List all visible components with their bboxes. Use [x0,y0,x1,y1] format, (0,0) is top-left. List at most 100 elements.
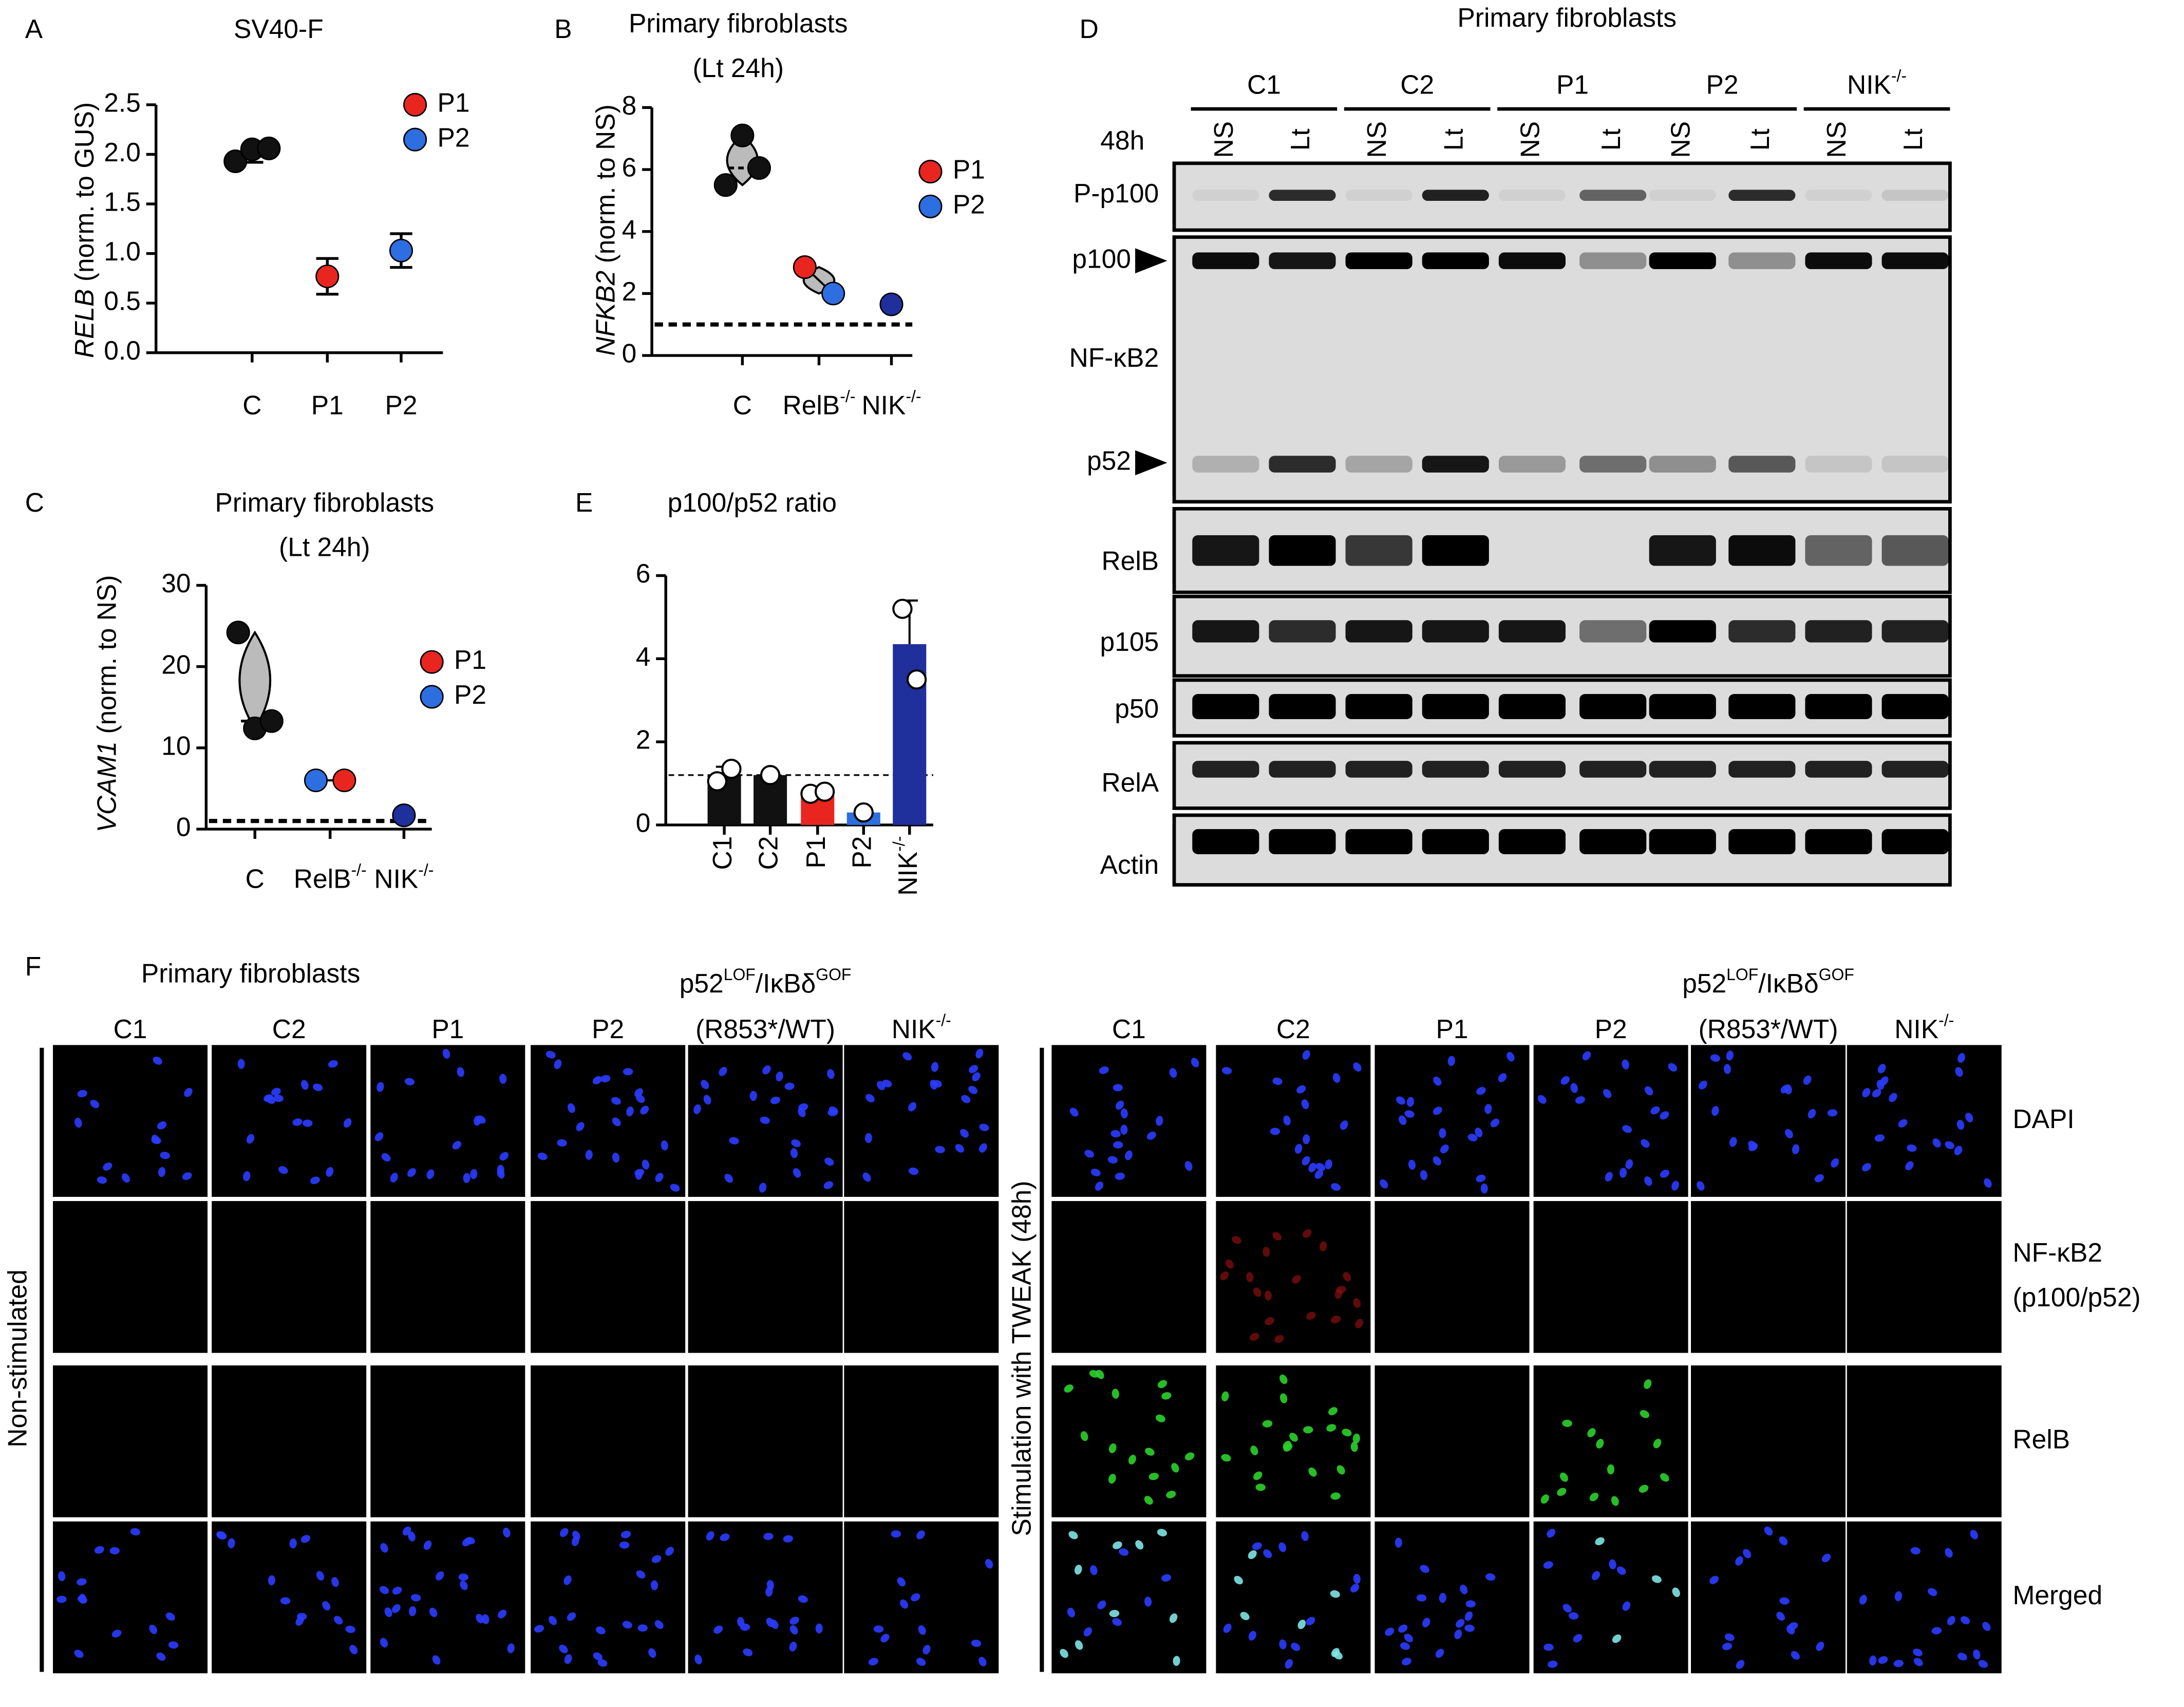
x-tick-label: NIK-/- [861,387,921,420]
nucleus [640,1105,649,1115]
nucleus [1878,1656,1888,1664]
image-tile [531,1521,686,1674]
channel-label: Merged [2012,1580,2102,1610]
column-label: C1 [1112,1014,1146,1044]
nucleus [916,1530,925,1540]
blot-band [1649,694,1716,719]
nucleus [77,1578,87,1586]
nucleus [1289,1433,1298,1442]
blot-band [1192,761,1259,778]
header-sup: LOF [1726,965,1758,984]
nucleus [1622,1601,1631,1611]
nucleus [1945,1141,1955,1149]
nucleus [1605,1172,1613,1182]
microscopy-title: Primary fibroblasts [141,958,361,988]
nucleus [263,1094,274,1102]
lane-group-label-base: P1 [1556,69,1589,99]
nucleus [507,1643,515,1654]
x-tick-label: C [246,864,265,893]
lane-group-label-base: NIK [1847,69,1891,99]
nucleus [824,1157,834,1166]
blot-band [1649,829,1716,854]
nucleus [300,1535,311,1543]
data-point [892,598,913,619]
blot-row-label: p50 [1115,693,1159,723]
nucleus [1328,1407,1338,1416]
legend-marker [918,160,943,184]
x-tick-label-base: C2 [753,836,783,870]
nucleus [1406,1097,1415,1107]
nucleus [1711,1106,1719,1116]
nucleus [1252,1542,1262,1550]
nucleus [1786,1625,1795,1635]
nucleus [1954,1146,1963,1155]
nucleus [1408,1159,1416,1170]
nucleus [1400,1642,1410,1650]
panel-letter: E [575,487,593,517]
nucleus [1221,1454,1231,1462]
image-tile [1847,1201,2002,1353]
blot-band [1881,761,1949,778]
blot-band [1805,190,1872,201]
blot-band [1649,761,1716,778]
nucleus [103,1162,112,1171]
data-point [389,238,413,262]
y-tick-label: 6 [622,153,637,182]
nucleus [1710,1054,1721,1062]
gene-name: RELB [69,289,99,358]
blot-band [1345,252,1413,269]
x-tick-label-base: NIK [861,390,906,420]
nucleus [1447,1056,1455,1066]
nucleus [465,1537,475,1545]
nucleus [1263,1247,1270,1257]
nucleus [153,1056,162,1065]
legend-label: P1 [454,645,486,674]
y-tick-label: 20 [161,649,191,679]
blot-band [1345,456,1413,473]
nucleus [661,1140,668,1151]
blot-band [1498,829,1566,854]
image-tile [212,1201,367,1353]
nucleus [612,1152,620,1163]
nucleus [961,1095,971,1103]
nucleus [228,1538,235,1549]
blot-band [1269,761,1336,778]
nucleus [534,1625,544,1633]
blot-band [1269,456,1336,473]
nucleus [278,1166,288,1174]
nucleus [1859,1595,1867,1605]
nucleus [1639,1485,1649,1493]
y-tick-label: 8 [622,90,637,120]
nucleus [1308,1467,1317,1477]
lane-label: NS [1665,121,1695,158]
nucleus [1074,1565,1082,1575]
nucleus [1350,1441,1358,1452]
legend-marker [918,194,943,218]
nucleus [381,1153,391,1162]
image-tile [1847,1045,2002,1197]
blot-band [1881,535,1949,566]
blot-band [1192,190,1259,201]
nucleus [74,1649,84,1658]
nucleus [1422,1618,1430,1627]
nucleus [763,1532,774,1541]
blot-band [1422,190,1489,201]
nucleus [1454,1629,1462,1640]
nucleus [1573,1634,1583,1643]
nucleus [1575,1096,1585,1104]
nucleus [1279,1374,1288,1384]
nucleus [289,1538,297,1549]
image-tile [53,1365,208,1517]
data-point [315,264,340,289]
lane-group-label-base: C1 [1247,69,1281,99]
nucleus [111,1629,122,1638]
nucleus [1166,1491,1176,1498]
column-label: C1 [114,1014,147,1044]
nucleus [1265,1317,1274,1325]
nucleus [1113,1084,1123,1092]
lane-label: Lt [1285,128,1315,151]
nucleus [720,1533,730,1542]
blot-band [1345,190,1413,201]
nucleus [1464,1611,1473,1621]
nucleus [1350,1584,1360,1593]
